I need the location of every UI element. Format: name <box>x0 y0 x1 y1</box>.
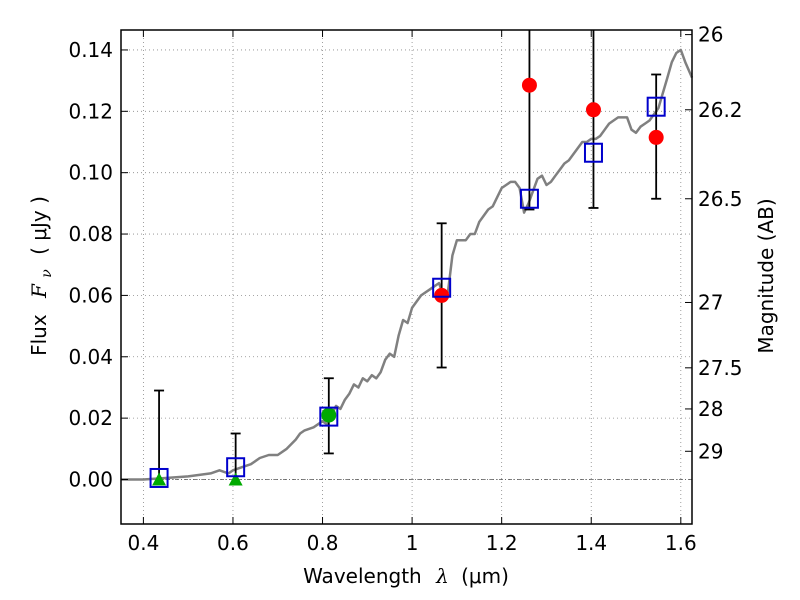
error-bars <box>154 30 662 480</box>
x-tick-label: 0.4 <box>127 531 159 555</box>
x-tick-label: 1.6 <box>665 531 697 555</box>
y-tick-label: 0.08 <box>68 222 113 246</box>
data-markers <box>149 77 666 488</box>
y-axis-label: Flux F ν ( μJy ) <box>27 196 56 356</box>
y2-tick-label: 29 <box>698 439 723 463</box>
grid-lines <box>121 30 692 524</box>
observed-flux-point <box>434 287 450 303</box>
observed-flux-point <box>648 129 664 145</box>
y-tick-label: 0.10 <box>68 161 113 185</box>
model-band-square <box>519 188 539 209</box>
y2-tick-label: 26.2 <box>698 98 743 122</box>
y-tick-label: 0.06 <box>68 283 113 307</box>
y2-tick-label: 27 <box>698 290 723 314</box>
y-tick-label: 0.00 <box>68 468 113 492</box>
y2-axis-label: Magnitude (AB) <box>754 198 778 353</box>
plot-frame <box>120 29 693 525</box>
model-band-square <box>432 277 452 298</box>
y2-tick-label: 27.5 <box>698 356 743 380</box>
model-band-square <box>149 467 169 488</box>
y2-tick-label: 26 <box>698 23 723 47</box>
y-tick-label: 0.04 <box>68 345 113 369</box>
x-axis-unit: (μm) <box>461 564 509 588</box>
x-tick-label: 1 <box>406 531 419 555</box>
model-band-square <box>226 457 246 478</box>
model-band-square <box>646 96 666 117</box>
model-spectrum <box>121 48 694 481</box>
y-axis-unit: ( μJy ) <box>27 196 51 255</box>
upper-limit-triangle <box>228 472 243 486</box>
y-tick-label: 0.14 <box>68 38 113 62</box>
x-tick-label: 1.2 <box>486 531 518 555</box>
x-tick-label: 1.4 <box>575 531 607 555</box>
x-tick-label: 0.6 <box>217 531 249 555</box>
observed-flux-point <box>521 77 537 93</box>
y-tick-label: 0.02 <box>68 406 113 430</box>
y-axis-ticks: 0.00 0.02 0.04 0.06 0.08 0.10 0.12 0.14 <box>68 38 128 492</box>
x-axis-label: Wavelength λ (μm) <box>303 564 509 588</box>
x-tick-label: 0.8 <box>307 531 339 555</box>
model-band-square <box>583 142 603 163</box>
x-axis-symbol: λ <box>435 564 449 588</box>
y2-axis-ticks: 26 26.2 26.5 27 27.5 28 29 <box>685 23 743 463</box>
upper-limit-triangle <box>152 472 167 486</box>
observed-flux-point <box>321 407 337 423</box>
y2-tick-label: 26.5 <box>698 187 743 211</box>
y2-tick-label: 28 <box>698 397 723 421</box>
observed-flux-point <box>585 102 601 118</box>
y-axis-symbol: F <box>27 283 51 299</box>
model-spectrum-line <box>121 48 694 481</box>
x-axis-label-text: Wavelength <box>303 564 422 588</box>
y-tick-label: 0.12 <box>68 99 113 123</box>
model-band-square <box>319 406 339 427</box>
x-axis-ticks: 0.4 0.6 0.8 1 1.2 1.4 1.6 <box>127 30 697 555</box>
y-axis-label-text: Flux <box>27 314 51 356</box>
y-axis-subscript: ν <box>39 269 55 278</box>
